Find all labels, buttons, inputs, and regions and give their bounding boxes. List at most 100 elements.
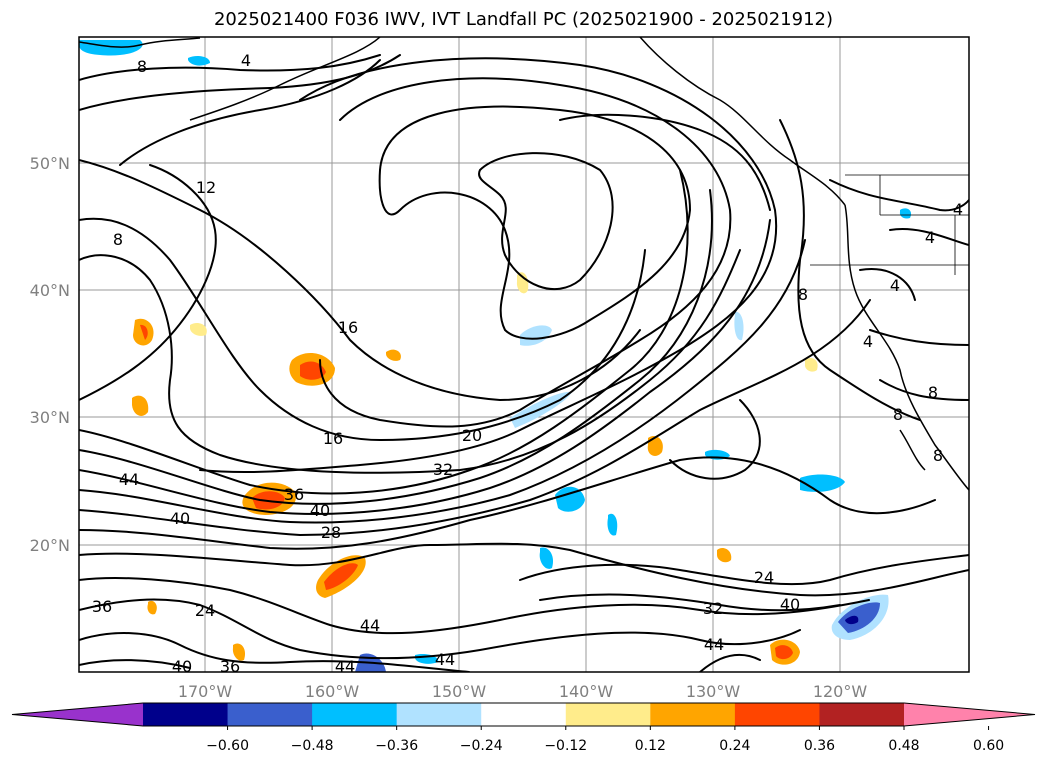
lat-tick-label: 30°N (30, 408, 70, 427)
contour-label: 8 (933, 446, 943, 465)
contour-label: 16 (323, 429, 343, 448)
contour-line (79, 169, 689, 495)
positive-patch (232, 643, 246, 661)
contour-label: 20 (462, 426, 482, 445)
negative-patch (607, 513, 618, 536)
colorbar-swatch (227, 703, 313, 726)
contour-label: 36 (220, 657, 240, 676)
contour-line (669, 399, 761, 480)
coastline (639, 37, 846, 206)
contour-line (79, 598, 801, 660)
colorbar-swatch (396, 703, 482, 726)
negative-patch (555, 486, 585, 512)
contour-label: 4 (953, 200, 963, 219)
contour-label: 40 (172, 657, 192, 676)
colorbar-tick-label: 0.60 (973, 738, 1004, 754)
colorbar-swatch (819, 703, 905, 726)
colorbar-tick-labels: −0.60 −0.48 −0.36 −0.24 −0.12 0.12 0.24 0.36 0.4… (206, 726, 1004, 754)
colorbar-tick-label: 0.12 (635, 738, 666, 754)
contour-label: 4 (241, 51, 251, 70)
contour-line (378, 105, 691, 340)
lon-tick-labels: 170°W 160°W 150°W 140°W 130°W 120°W (178, 682, 868, 701)
negative-patch (539, 547, 554, 569)
lon-tick-label: 120°W (813, 682, 868, 701)
contour-label: 32 (703, 599, 723, 618)
contour-line (478, 152, 614, 290)
negative-patch (899, 208, 912, 219)
positive-patch (804, 358, 818, 372)
colorbar-extend-high (904, 703, 1035, 726)
borders (810, 174, 969, 275)
colorbar-swatch (565, 703, 651, 726)
contour-label: 8 (113, 230, 123, 249)
contour-label: 36 (92, 597, 112, 616)
positive-patch (516, 272, 529, 294)
colorbar-tick-label: 0.36 (804, 738, 835, 754)
contour-line (79, 159, 641, 401)
lon-tick-label: 150°W (432, 682, 487, 701)
contour-line (79, 249, 741, 474)
negative-patch (845, 615, 859, 625)
iwv-contours (79, 54, 969, 672)
colorbar-swatch (481, 703, 567, 726)
contour-line (539, 593, 841, 612)
contour-label: 36 (284, 485, 304, 504)
contour-line (119, 59, 381, 166)
colorbar-swatch (312, 703, 398, 726)
contour-line (859, 268, 916, 301)
positive-patch (132, 395, 149, 416)
contour-label: 44 (435, 650, 455, 669)
contour-line (559, 113, 771, 211)
positive-patch (386, 349, 401, 361)
colorbar (11, 702, 1036, 727)
colorbar-tick-label: −0.60 (206, 738, 249, 754)
negative-patch (838, 602, 880, 633)
contour-line (79, 299, 871, 536)
contour-line (79, 189, 713, 505)
contour-line (79, 164, 217, 401)
contour-label: 8 (137, 57, 147, 76)
negative-patch (734, 311, 744, 341)
colorbar-extend-low (12, 703, 143, 726)
contour-label: 44 (119, 470, 139, 489)
coastline (844, 204, 969, 491)
contour-line (79, 219, 771, 515)
contour-label: 12 (196, 178, 216, 197)
colorbar-outline (11, 702, 1036, 727)
contour-label: 24 (195, 601, 215, 620)
positive-patch (190, 323, 207, 336)
contour-line (79, 577, 870, 635)
positive-patch (647, 435, 663, 456)
contour-labels: 8 4 12 8 16 16 20 32 36 40 28 44 40 36 2… (92, 51, 963, 676)
positive-patch (324, 563, 358, 590)
contour-label: 8 (893, 405, 903, 424)
contour-line (79, 217, 646, 441)
positive-patch (140, 324, 148, 340)
colorbar-swatch (143, 703, 229, 726)
state-border (810, 175, 969, 275)
coastline (899, 429, 926, 471)
contour-label: 40 (170, 509, 190, 528)
contour-label: 4 (890, 276, 900, 295)
negative-patch (188, 55, 210, 66)
map-area (79, 37, 969, 672)
contour-line (889, 228, 969, 246)
contour-line (199, 57, 778, 474)
colorbar-tick-label: −0.36 (375, 738, 418, 754)
contour-label: 40 (780, 595, 800, 614)
contour-line (79, 632, 470, 672)
contour-line (319, 77, 732, 428)
contour-line (79, 542, 969, 597)
contour-label: 8 (798, 285, 808, 304)
contour-line (79, 239, 806, 524)
contour-line (79, 54, 381, 81)
contour-label: 32 (433, 460, 453, 479)
map-frame (78, 36, 970, 673)
lat-tick-labels: 50°N 40°N 30°N 20°N (30, 154, 70, 555)
coastline (189, 37, 381, 121)
contour-line (829, 179, 969, 212)
colorbar-tick-label: −0.48 (291, 738, 334, 754)
colorbar-swatch (650, 703, 736, 726)
contour-label: 4 (925, 228, 935, 247)
lon-tick-label: 160°W (305, 682, 360, 701)
